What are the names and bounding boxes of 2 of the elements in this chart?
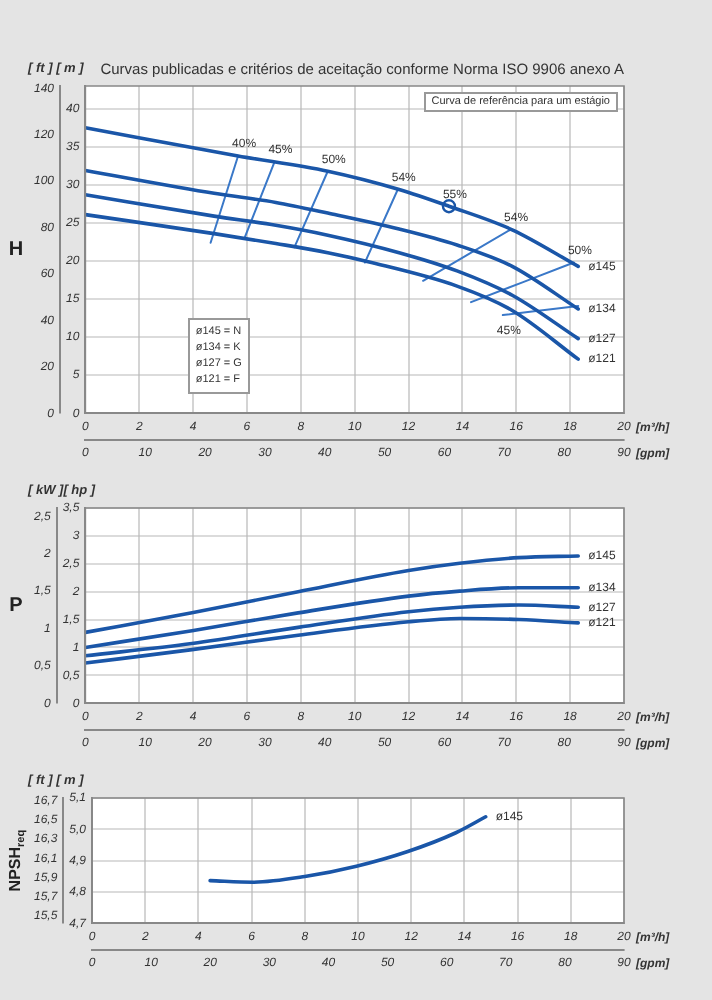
y-axis-title: P xyxy=(9,595,24,618)
y-axis-title: H xyxy=(8,239,24,262)
